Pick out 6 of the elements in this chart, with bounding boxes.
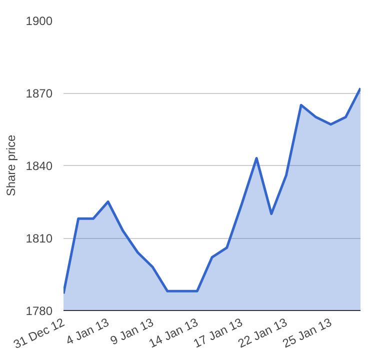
y-tick-label: 1810 bbox=[26, 232, 53, 246]
y-tick-label: 1870 bbox=[26, 86, 53, 100]
y-tick-label: 1780 bbox=[26, 304, 53, 318]
y-tick-label: 1840 bbox=[26, 159, 53, 173]
y-axis-title: Share price bbox=[4, 134, 18, 196]
y-tick-label: 1900 bbox=[26, 14, 53, 28]
